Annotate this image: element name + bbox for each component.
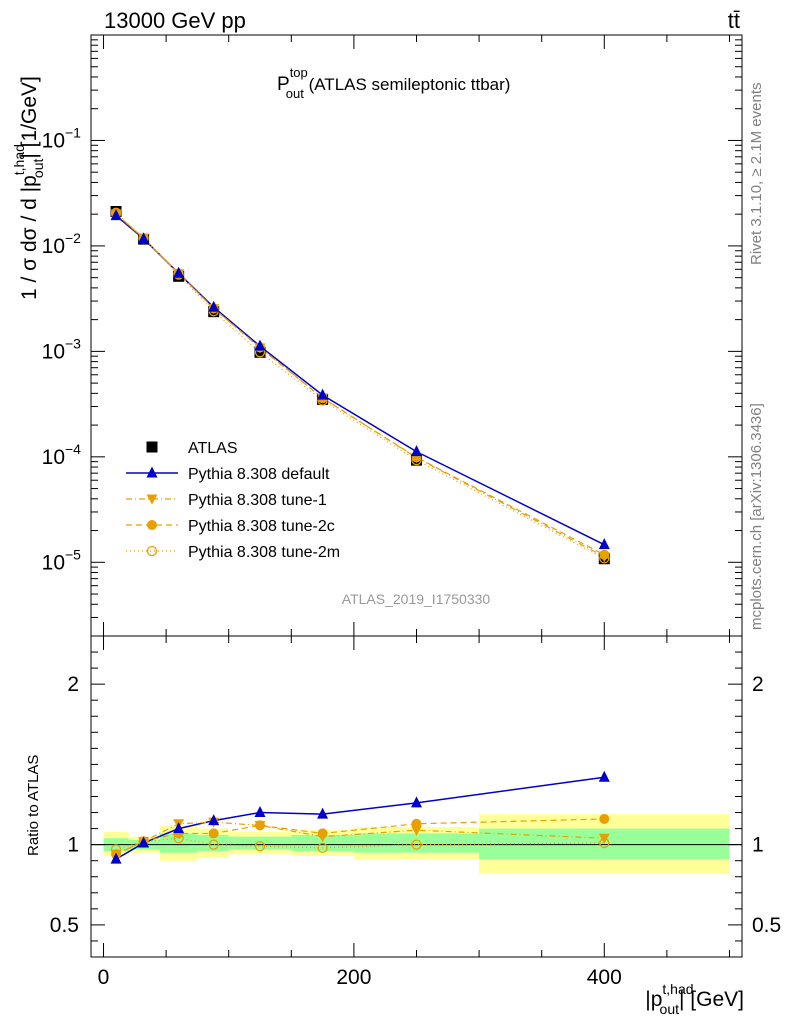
legend-label-default: Pythia 8.308 default <box>188 466 330 483</box>
ratio-point-tune2m <box>208 839 219 850</box>
main-point-default <box>411 445 422 457</box>
ratio-y-tick-label: 0.5 <box>50 914 79 937</box>
legend-label-tune2c: Pythia 8.308 tune-2c <box>188 518 335 535</box>
ratio-point-default <box>110 852 122 864</box>
main-series-markers <box>110 206 610 565</box>
legend: ATLAS Pythia 8.308 default Pythia 8.308 tu… <box>126 440 340 561</box>
main-y-tick-label: 10 <box>42 129 65 152</box>
main-y-tick-exp: −3 <box>65 335 81 351</box>
mcplots-label: mcplots.cern.ch [arXiv:1306.3436] <box>748 403 765 630</box>
main-point-default <box>173 266 185 278</box>
legend-marker-tune2c <box>147 520 157 530</box>
main-y-tick-exp: −5 <box>65 546 81 562</box>
rivet-version-label: Rivet 3.1.10, ≥ 2.1M events <box>748 83 765 266</box>
y-label-post: | [1/GeV] <box>18 76 41 159</box>
y-axis-label-main: 1 / σ dσ / d |pt,had out| [1/GeV] <box>11 76 46 300</box>
ratio-series-lines <box>115 776 605 860</box>
ratio-point-default <box>254 806 266 818</box>
ratio-band-inner <box>197 835 229 852</box>
ratio-point-tune1 <box>598 833 610 844</box>
plot-title-sub: out <box>286 86 304 101</box>
main-y-tick-label: 10 <box>42 551 65 574</box>
x-label-post: | [GeV] <box>679 988 744 1011</box>
legend-marker-tune2m <box>146 545 158 557</box>
ratio-band-inner <box>479 828 730 860</box>
main-line-tune2c <box>115 213 605 556</box>
x-tick-label: 400 <box>587 966 622 989</box>
legend-marker-default <box>146 466 158 478</box>
ratio-point-tune2c <box>599 813 610 824</box>
main-point-default <box>208 300 220 312</box>
y-axis-label-ratio: Ratio to ATLAS <box>25 755 42 856</box>
ratio-series-markers <box>110 770 610 864</box>
legend-marker-tune1 <box>146 494 158 505</box>
ratio-point-default <box>138 836 150 848</box>
main-y-tick-label: 10 <box>42 235 65 258</box>
main-y-tick-base: 10 <box>42 446 65 469</box>
main-series-lines <box>115 212 605 559</box>
ratio-point-default <box>317 807 329 819</box>
legend-label-tune2m: Pythia 8.308 tune-2m <box>188 544 340 561</box>
ratio-point-tune2c <box>208 828 219 839</box>
main-y-tick-label: 10 <box>42 340 65 363</box>
main-y-tick-exp: −1 <box>65 124 81 140</box>
ratio-y-tick-label: 2 <box>67 673 79 696</box>
legend-marker-data <box>146 441 158 453</box>
main-y-tick-exp: −2 <box>65 230 81 246</box>
plot-title-rest: (ATLAS semileptonic ttbar) <box>304 75 511 94</box>
x-tick-label: 200 <box>336 966 371 989</box>
ratio-point-tune2m <box>254 841 266 852</box>
analysis-id-label: ATLAS_2019_I1750330 <box>342 591 491 607</box>
ratio-point-tune2m <box>317 842 328 854</box>
main-point-tune2c <box>599 549 610 560</box>
ratio-point-default <box>208 814 220 826</box>
ratio-line-tune2c <box>115 818 605 855</box>
ratio-y-tick-label-right: 2 <box>752 673 764 696</box>
main-point-default <box>254 339 266 351</box>
ratio-point-tune2c <box>317 828 328 839</box>
ratio-point-tune2c <box>411 818 422 829</box>
legend-label-tune1: Pythia 8.308 tune-1 <box>188 492 327 509</box>
x-label-sup: t,had <box>662 981 693 997</box>
main-point-default <box>317 388 329 400</box>
x-axis-label: |pt,had out| [GeV] <box>645 981 744 1017</box>
main-axes: 10−110−210−310−410−5 <box>42 34 742 637</box>
main-line-tune2m <box>115 212 605 559</box>
main-point-default <box>598 538 610 550</box>
ratio-line-default <box>115 776 605 860</box>
main-y-tick-base: 10 <box>42 551 65 574</box>
ratio-point-tune2c <box>255 820 266 831</box>
ratio-y-tick-label-right: 0.5 <box>752 914 781 937</box>
plot-title: Ptop out (ATLAS semileptonic ttbar) <box>277 65 510 101</box>
main-y-tick-base: 10 <box>42 340 65 363</box>
ratio-y-tick-label: 1 <box>67 834 79 857</box>
ratio-point-default <box>173 822 185 834</box>
legend-label-data: ATLAS <box>188 440 238 457</box>
main-point-default <box>138 232 150 244</box>
ratio-y-tick-label-right: 1 <box>752 834 764 857</box>
ratio-point-tune1 <box>411 825 422 836</box>
main-y-tick-label: 10 <box>42 446 65 469</box>
plot-title-main: P <box>277 74 290 95</box>
x-label-pre: |p <box>645 988 662 1011</box>
y-label-sub: out <box>30 159 46 179</box>
x-label-sub: out <box>660 1001 680 1017</box>
ratio-axes: 0 200 400 0.5 0.5 1 1 2 2 <box>50 635 781 989</box>
header-energy-label: 13000 GeV pp <box>104 8 246 33</box>
main-y-tick-base: 10 <box>42 129 65 152</box>
y-label-sup: t,had <box>11 144 27 175</box>
ratio-band-inner <box>228 836 292 850</box>
x-tick-label: 0 <box>98 966 110 989</box>
main-y-tick-base: 10 <box>42 235 65 258</box>
header-process-label: tt̄ <box>728 8 740 33</box>
ratio-point-tune2m <box>411 839 422 850</box>
ratio-point-default <box>598 770 610 782</box>
main-y-tick-exp: −4 <box>65 441 81 457</box>
ratio-band-inner <box>353 833 480 853</box>
plot-title-sup: top <box>290 65 308 80</box>
ratio-point-default <box>411 796 422 808</box>
y-label-pre: 1 / σ dσ / d |p <box>18 175 41 300</box>
main-point-default <box>110 209 122 221</box>
